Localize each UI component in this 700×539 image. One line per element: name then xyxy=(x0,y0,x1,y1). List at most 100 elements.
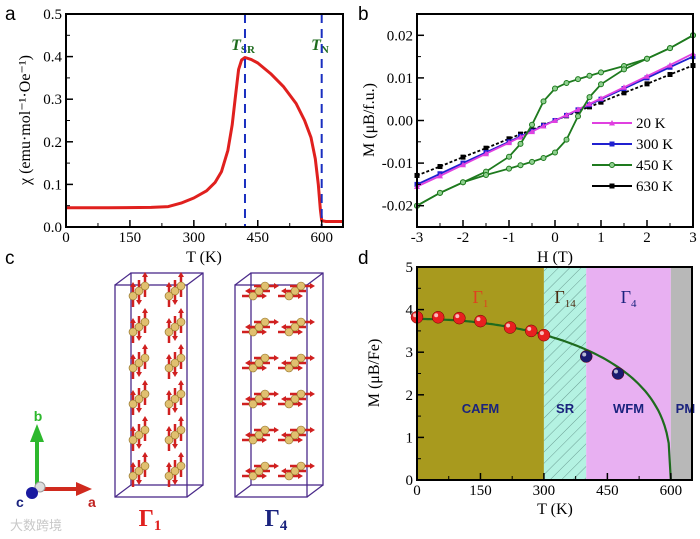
data-point-circle xyxy=(667,45,673,52)
spin-arrowhead xyxy=(310,283,315,289)
fe-atom xyxy=(140,353,150,363)
fe-atom xyxy=(176,317,186,327)
fe-atom xyxy=(170,430,180,440)
spin-arrowhead xyxy=(178,416,184,421)
spin-arrowhead xyxy=(136,336,142,341)
series-20K xyxy=(414,50,696,190)
spin-arrowhead xyxy=(130,354,136,359)
phase-region-cafm xyxy=(417,267,544,480)
legend-item: 20 K xyxy=(592,116,666,132)
data-point-triangle xyxy=(563,111,570,118)
x-tick-label: 150 xyxy=(469,483,492,499)
fe-atom xyxy=(140,461,150,471)
data-point-circle xyxy=(540,154,547,161)
data-point xyxy=(611,367,625,380)
fe-atom xyxy=(134,358,144,368)
series-450K xyxy=(414,32,696,209)
spin-arrowhead xyxy=(178,344,184,349)
y-tick-label: 5 xyxy=(406,260,414,276)
fe-atom xyxy=(260,389,270,399)
spin-arrowhead xyxy=(136,480,142,485)
spin-arrowhead xyxy=(166,462,172,467)
spin-arrowhead xyxy=(172,480,178,485)
fe-atom xyxy=(164,291,174,301)
panel-b-magnetization-vs-field: H (T) M (μB/f.u.) 20 K 300 K 450 K 630 K -3… xyxy=(361,13,697,266)
unit-cell-edge xyxy=(114,272,132,286)
spin-arrowhead xyxy=(166,390,172,395)
x-tick-label: 150 xyxy=(119,230,142,246)
t-sr-annotation: TSR xyxy=(231,37,256,56)
data-point-circle xyxy=(644,55,650,62)
fe-atom xyxy=(140,425,150,435)
data-point xyxy=(524,324,538,338)
fe-atom xyxy=(128,435,138,445)
x-axis-title: H (T) xyxy=(537,249,573,266)
data-point-square xyxy=(483,145,489,151)
x-tick-label: 1 xyxy=(597,230,605,246)
fe-atom xyxy=(170,394,180,404)
phase-label: WFM xyxy=(613,401,644,416)
data-point-circle xyxy=(506,165,512,172)
data-point-circle xyxy=(563,136,570,143)
spin-arrowhead xyxy=(130,318,136,323)
data-point-triangle xyxy=(540,123,547,129)
fe-atom xyxy=(140,317,150,327)
fe-atom xyxy=(128,327,138,337)
spin-arrowhead xyxy=(166,282,172,287)
y-tick-label: 0.0 xyxy=(43,220,62,236)
data-point-circle xyxy=(517,140,524,147)
data-point-highlight xyxy=(582,352,587,357)
fe-atom xyxy=(176,425,186,435)
b-axis-arrowhead xyxy=(30,424,44,442)
unit-cell-edge xyxy=(186,484,204,498)
spin-arrowhead xyxy=(178,380,184,385)
data-point-circle xyxy=(598,69,604,76)
unit-cell-edge xyxy=(186,272,204,286)
data-point xyxy=(453,311,466,325)
unit-cell-edge xyxy=(234,484,252,498)
spin-arrowhead xyxy=(274,391,279,397)
fe-atom xyxy=(140,281,150,291)
unit-cell-edge xyxy=(306,484,324,498)
fe-atom xyxy=(164,435,174,445)
data-point-circle xyxy=(575,113,581,120)
spin-arrowhead xyxy=(310,391,315,397)
spin-arrowhead xyxy=(130,462,136,467)
legend: 20 K 300 K 450 K 630 K xyxy=(592,116,673,195)
irrep-label: Γ1 xyxy=(473,287,489,310)
data-point-square xyxy=(644,81,650,87)
legend-item: 450 K xyxy=(592,158,673,174)
spin-arrowhead xyxy=(172,336,178,341)
data-point-square xyxy=(460,154,466,160)
y-tick-label: 1 xyxy=(406,430,414,446)
phase-region-wfm xyxy=(586,267,671,480)
data-point-circle xyxy=(621,66,627,73)
spin-arrowhead xyxy=(310,427,315,433)
spin-arrowhead xyxy=(262,365,267,371)
fe-atom xyxy=(164,471,174,481)
gamma4-label: Γ4 xyxy=(265,506,288,534)
phase-label: SR xyxy=(556,401,575,416)
spin-arrowhead xyxy=(136,408,142,413)
unit-cell-back xyxy=(250,272,324,486)
data-point xyxy=(537,328,551,342)
spin-arrowhead xyxy=(281,396,286,402)
fe-atom xyxy=(260,425,270,435)
x-tick-label: -3 xyxy=(411,230,424,246)
fe-atom xyxy=(134,430,144,440)
crystal-axes: b a c xyxy=(16,408,96,510)
spin-arrowhead xyxy=(262,401,267,407)
spin-arrowhead xyxy=(245,288,250,294)
spin-arrowhead xyxy=(142,380,148,385)
data-point-circle xyxy=(517,162,524,169)
fe-atom xyxy=(128,363,138,373)
irrep-label: Γ14 xyxy=(554,287,576,310)
spin-arrowhead xyxy=(298,401,303,407)
panel-c-spin-structures: Γ1 Γ4 b a c 大数跨境 xyxy=(10,272,324,534)
data-point-square xyxy=(609,183,615,189)
spin-arrowhead xyxy=(281,360,286,366)
fe-atom xyxy=(176,461,186,471)
b-axis-label: b xyxy=(34,408,43,424)
